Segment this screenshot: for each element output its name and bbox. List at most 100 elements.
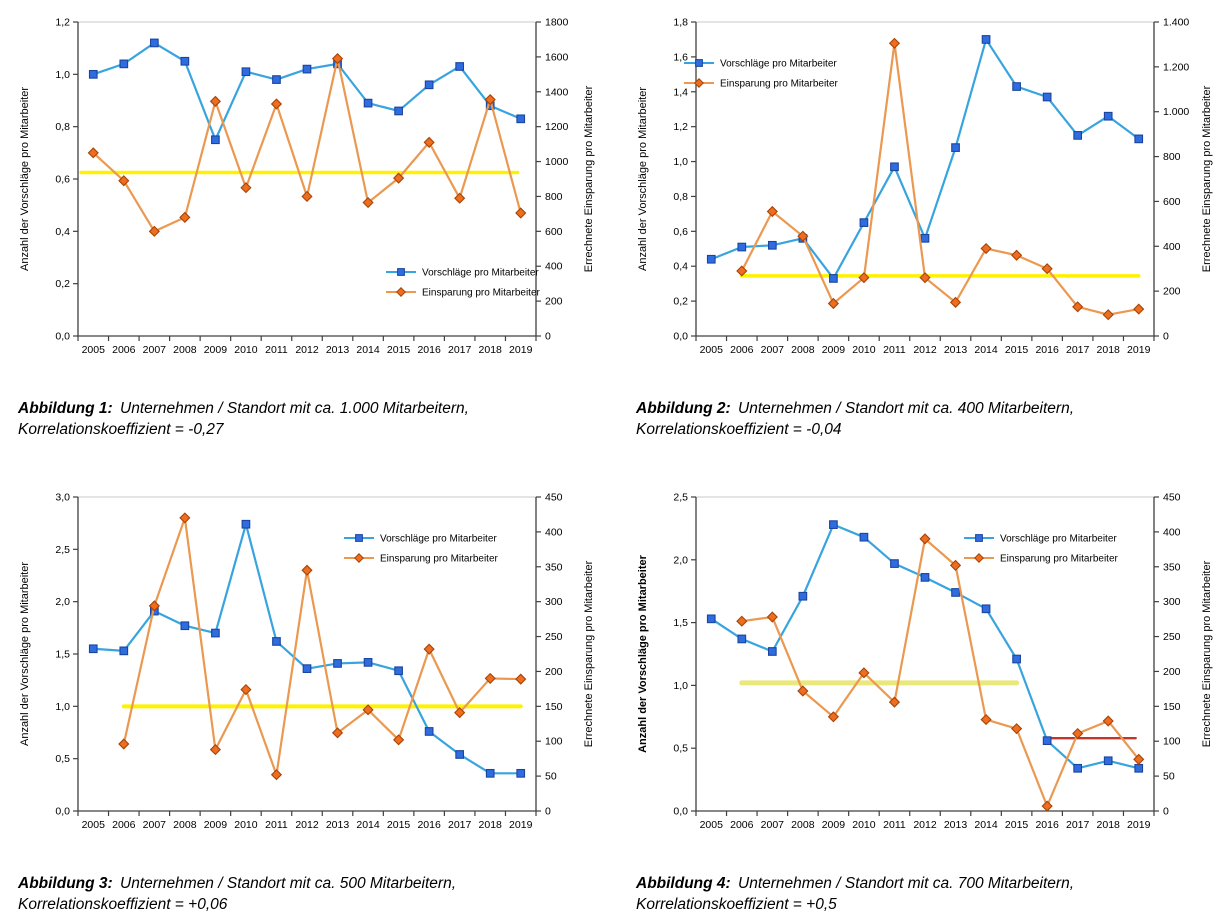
right-axis-tick-label: 1000 <box>545 156 569 168</box>
right-axis-tick-label: 1600 <box>545 51 569 63</box>
data-point-square <box>951 143 960 152</box>
data-point-diamond <box>393 172 405 184</box>
x-axis-tick-label: 2016 <box>417 819 441 831</box>
left-axis-tick-label: 0,2 <box>673 296 688 308</box>
data-point-square <box>180 56 190 66</box>
x-axis-tick-label: 2012 <box>913 819 937 831</box>
data-point-diamond <box>148 225 160 237</box>
legend-label: Vorschläge pro Mitarbeiter <box>380 533 497 544</box>
data-point-diamond <box>454 706 466 718</box>
figure-caption-line2: Korrelationskoeffizient = -0,27 <box>18 421 224 439</box>
right-axis-tick-label: 350 <box>1163 561 1181 573</box>
x-axis-tick-label: 2015 <box>1005 344 1029 356</box>
data-point-diamond <box>393 733 405 746</box>
x-axis-tick-label: 2008 <box>173 344 197 356</box>
data-point-square <box>363 98 373 108</box>
x-axis-tick-label: 2007 <box>761 344 785 356</box>
left-axis-title: Anzahl der Vorschläge pro Mitarbeiter <box>637 554 649 753</box>
figure-caption-line2: Korrelationskoeffizient = +0,06 <box>18 896 228 914</box>
figure-caption-line2: Korrelationskoeffizient = +0,5 <box>636 896 837 914</box>
data-point-square <box>1012 654 1021 664</box>
figure-caption-1: Abbildung 1: Unternehmen / Standort mit … <box>14 398 606 441</box>
chart-legend: Vorschläge pro Mitarbeiter Einsparung pro… <box>344 533 499 564</box>
data-point-diamond <box>454 192 466 204</box>
chart-canvas-4: 0,0 0,5 1,0 1,5 2,0 2,5 0 50 100 150 200 250 300 350 4… <box>637 491 1213 831</box>
right-axis-tick-label: 400 <box>545 261 563 273</box>
data-point-diamond <box>858 272 870 284</box>
data-point-square <box>981 604 991 613</box>
data-point-square <box>981 35 991 44</box>
right-axis-tick-label: 0 <box>545 805 551 817</box>
x-axis-tick-label: 2019 <box>1127 344 1151 356</box>
x-axis-tick-label: 2005 <box>82 344 106 356</box>
left-axis-tick-label: 1,4 <box>673 86 688 98</box>
x-axis-tick-label: 2019 <box>1127 819 1151 831</box>
data-point-diamond <box>797 230 809 242</box>
legend-marker-diamond <box>694 78 704 88</box>
x-axis-tick-label: 2006 <box>112 819 136 831</box>
x-axis-tick-label: 2007 <box>761 819 785 831</box>
data-point-square <box>394 666 403 675</box>
series-line-einsparung <box>122 516 521 776</box>
figure-abbildung-2: 0,0 0,2 0,4 0,6 0,8 1,0 1,2 1,4 1,6 1,8 0 200 400 600… <box>632 8 1224 441</box>
data-point-diamond <box>1072 301 1084 313</box>
data-point-square <box>424 726 434 736</box>
chart-canvas-1: 0,0 0,2 0,4 0,6 0,8 1,0 1,2 0 200 400 600 800 1000 12… <box>19 17 595 357</box>
right-axis-tick-label: 50 <box>545 770 557 782</box>
data-point-diamond <box>118 175 130 187</box>
data-point-diamond <box>949 296 962 308</box>
data-point-diamond <box>270 768 283 781</box>
data-point-diamond <box>179 512 191 524</box>
data-point-diamond <box>1011 722 1023 734</box>
x-axis-tick-label: 2009 <box>204 819 228 831</box>
data-point-square <box>829 520 838 529</box>
x-axis-tick-label: 2013 <box>326 344 350 356</box>
right-axis-tick-label: 400 <box>1163 241 1181 253</box>
data-point-diamond <box>766 611 778 623</box>
left-axis-tick-label: 1,5 <box>55 648 70 660</box>
right-axis-title: Errechnete Einsparung pro Mitarbeiter <box>583 560 595 747</box>
data-point-diamond <box>980 242 992 255</box>
data-point-square <box>424 80 434 90</box>
legend-marker-square <box>695 59 703 67</box>
data-point-square <box>706 254 716 264</box>
data-point-diamond <box>1133 303 1145 315</box>
left-axis-tick-label: 0,8 <box>55 121 70 133</box>
left-axis-tick-label: 0,0 <box>673 805 688 817</box>
data-point-square <box>1073 763 1083 773</box>
left-axis-tick-label: 0,4 <box>673 261 688 273</box>
right-axis-tick-label: 1200 <box>545 121 569 133</box>
data-point-square <box>859 218 869 227</box>
data-point-diamond <box>240 683 252 695</box>
left-axis-tick-label: 1,0 <box>55 69 70 81</box>
data-point-square <box>302 64 312 74</box>
data-point-square <box>1134 763 1144 773</box>
x-axis-tick-label: 2011 <box>265 344 288 356</box>
data-point-diamond <box>888 696 901 708</box>
x-axis-tick-label: 2017 <box>448 344 472 356</box>
right-axis-tick-label: 0 <box>1163 805 1169 817</box>
data-point-diamond <box>301 190 313 203</box>
figure-caption-line2: Korrelationskoeffizient = -0,04 <box>636 421 842 439</box>
x-axis-tick-label: 2014 <box>356 344 380 356</box>
x-axis-tick-label: 2009 <box>822 344 846 356</box>
left-axis-tick-label: 2,5 <box>673 491 688 503</box>
data-point-diamond <box>1011 249 1023 261</box>
right-axis-tick-label: 200 <box>1163 666 1181 678</box>
figure-caption-line1: Unternehmen / Standort mit ca. 400 Mitar… <box>738 400 1075 417</box>
x-axis-tick-label: 2016 <box>1035 819 1059 831</box>
left-axis-tick-label: 0,0 <box>55 805 70 817</box>
left-axis-tick-label: 2,5 <box>55 544 70 556</box>
data-point-square <box>706 614 716 623</box>
right-axis-tick-label: 250 <box>1163 631 1181 643</box>
x-axis-tick-label: 2018 <box>1097 344 1121 356</box>
x-axis-tick-label: 2017 <box>448 819 472 831</box>
x-axis-tick-label: 2015 <box>387 819 411 831</box>
right-axis-tick-label: 200 <box>545 666 563 678</box>
left-axis-tick-label: 1,2 <box>673 121 688 133</box>
data-point-diamond <box>949 559 962 571</box>
data-point-square <box>363 657 373 667</box>
x-axis-tick-label: 2010 <box>852 819 876 831</box>
data-point-square <box>180 621 190 630</box>
right-axis-tick-label: 250 <box>545 631 563 643</box>
